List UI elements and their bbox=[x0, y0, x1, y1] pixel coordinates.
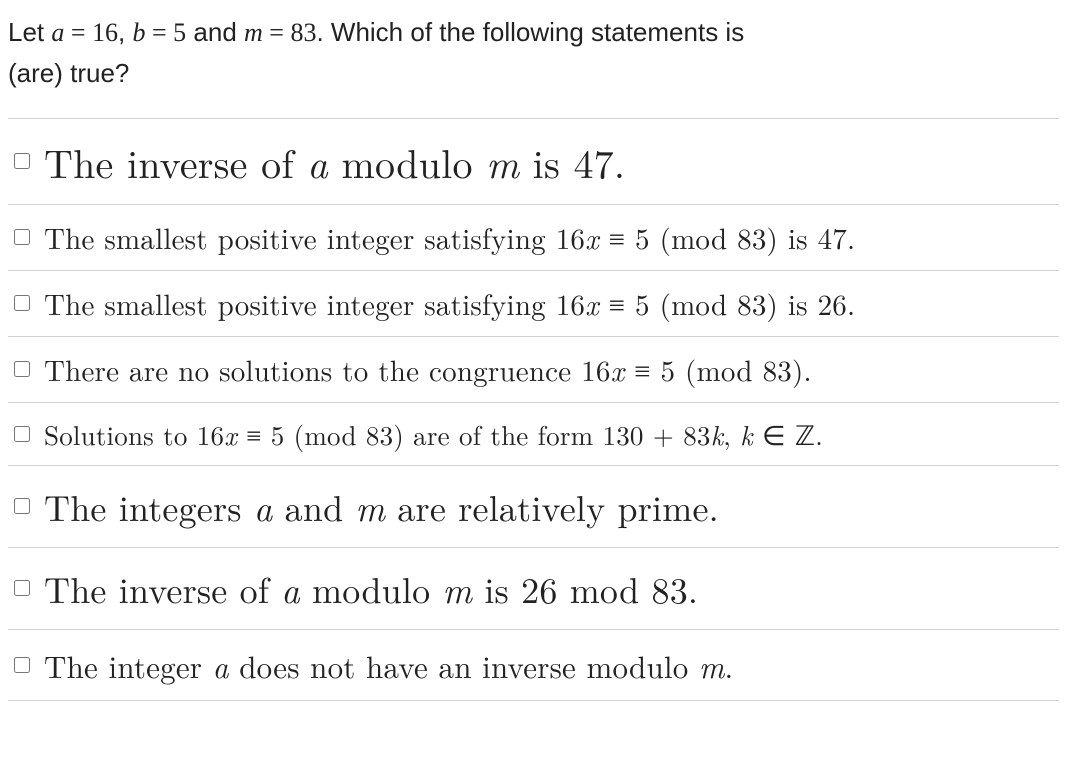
option-text-1: The smallest positive integer satisfying… bbox=[44, 217, 855, 258]
q-eq2: = bbox=[146, 18, 174, 47]
option-row-3: There are no solutions to the congruence… bbox=[8, 337, 1059, 403]
option-row-4: Solutions to 16x ≡ 5 (mod 83) are of the… bbox=[8, 403, 1059, 466]
option-text-2: The smallest positive integer satisfying… bbox=[44, 283, 855, 324]
q-m-val: 83 bbox=[290, 18, 316, 47]
option-row-6: The inverse of a modulo m is 26 mod 83. bbox=[8, 548, 1059, 630]
q-b-var: b bbox=[133, 18, 146, 47]
q-a-val: 16 bbox=[92, 18, 118, 47]
q-suffix2: (are) true? bbox=[8, 58, 129, 88]
option-text-3: There are no solutions to the congruence… bbox=[44, 349, 812, 390]
q-eq1: = bbox=[64, 18, 92, 47]
question-line1: Let a = 16, b = 5 and m = 83. Which of t… bbox=[8, 17, 744, 47]
option-checkbox-3[interactable] bbox=[14, 361, 30, 377]
option-checkbox-5[interactable] bbox=[14, 498, 30, 514]
option-row-5: The integers a and m are relatively prim… bbox=[8, 466, 1059, 548]
option-row-0: The inverse of a modulo m is 47. bbox=[8, 119, 1059, 205]
option-checkbox-6[interactable] bbox=[14, 580, 30, 596]
option-text-4: Solutions to 16x ≡ 5 (mod 83) are of the… bbox=[44, 415, 823, 453]
option-checkbox-2[interactable] bbox=[14, 295, 30, 311]
option-text-5: The integers a and m are relatively prim… bbox=[44, 481, 719, 532]
q-and: and bbox=[186, 17, 244, 47]
option-row-7: The integer a does not have an inverse m… bbox=[8, 630, 1059, 701]
question-prompt: Let a = 16, b = 5 and m = 83. Which of t… bbox=[8, 12, 1059, 94]
option-checkbox-0[interactable] bbox=[14, 153, 30, 169]
q-prefix: Let bbox=[8, 17, 51, 47]
q-m-var: m bbox=[244, 18, 263, 47]
q-b-val: 5 bbox=[173, 18, 186, 47]
q-sep1: , bbox=[118, 17, 132, 47]
option-text-7: The integer a does not have an inverse m… bbox=[44, 643, 733, 687]
option-checkbox-1[interactable] bbox=[14, 229, 30, 245]
option-text-0: The inverse of a modulo m is 47. bbox=[44, 133, 625, 190]
option-row-1: The smallest positive integer satisfying… bbox=[8, 205, 1059, 271]
option-checkbox-7[interactable] bbox=[14, 657, 30, 673]
q-suffix1: . Which of the following statements is bbox=[316, 17, 744, 47]
options-list: The inverse of a modulo m is 47. The smal… bbox=[8, 118, 1059, 701]
q-a-var: a bbox=[51, 18, 64, 47]
option-text-6: The inverse of a modulo m is 26 mod 83. bbox=[44, 563, 698, 614]
option-row-2: The smallest positive integer satisfying… bbox=[8, 271, 1059, 337]
q-eq3: = bbox=[263, 18, 291, 47]
option-checkbox-4[interactable] bbox=[14, 426, 30, 442]
